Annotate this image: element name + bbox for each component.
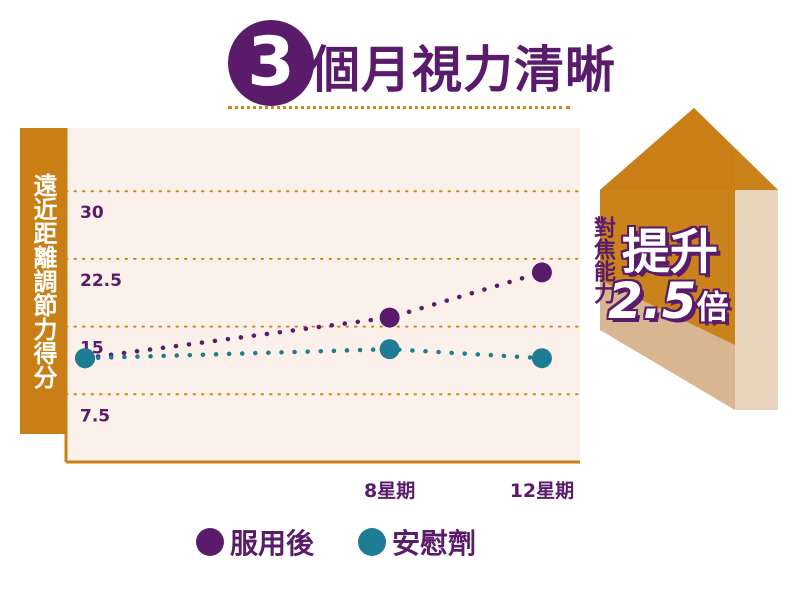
data-point-placebo: [379, 339, 400, 360]
legend-swatch-placebo: [358, 528, 386, 556]
data-point-placebo: [75, 348, 96, 369]
page-title: 個月視力清晰: [310, 41, 616, 99]
data-point-after: [531, 262, 552, 283]
boost-number: 2.5: [608, 272, 697, 330]
x-tick-label: 8星期: [364, 480, 415, 502]
y-tick-label: 22.5: [80, 271, 122, 291]
y-tick-label: 7.5: [80, 406, 110, 426]
legend-label-after: 服用後: [230, 527, 315, 560]
legend-item-after: 服用後: [196, 522, 314, 562]
boost-unit: 倍: [696, 288, 729, 326]
data-point-placebo: [531, 348, 552, 369]
focus-ability-label: 對焦能力: [590, 216, 615, 304]
series-line-placebo: [82, 346, 545, 361]
legend-item-placebo: 安慰劑: [358, 522, 476, 562]
title-underline: [228, 106, 570, 109]
title-group: 3 個月視力清晰: [228, 14, 615, 114]
legend-label-placebo: 安慰劑: [392, 527, 477, 560]
arrow-body-side: [735, 190, 778, 410]
boost-value: 2.5倍: [608, 272, 729, 330]
title-number-badge: 3: [228, 20, 314, 106]
y-tick-label: 30: [80, 203, 104, 223]
x-tick-label: 12星期: [510, 480, 574, 502]
data-point-after: [379, 307, 400, 328]
plot-area: [66, 128, 580, 462]
boost-word: 提升: [622, 224, 719, 280]
up-arrow-icon: [600, 108, 778, 345]
y-axis-label: 遠近距離調節力得分: [20, 128, 66, 434]
legend-swatch-after: [196, 528, 224, 556]
